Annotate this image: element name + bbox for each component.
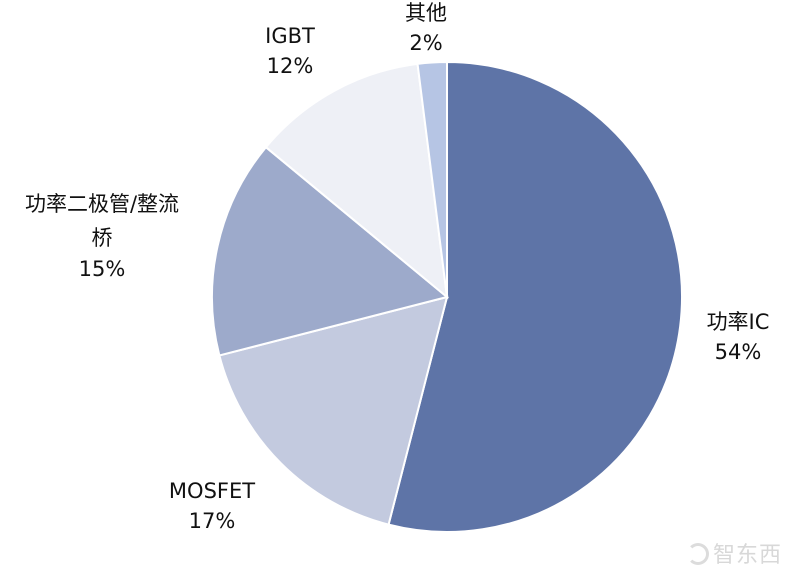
- pie-labels: 功率IC 54% MOSFET 17% 功率二极管/整流 桥 15% IGBT …: [25, 1, 769, 533]
- slice-value-other: 2%: [409, 31, 442, 55]
- pie-slice-mosfet: [218, 295, 449, 526]
- pie-slice-diode-rectifier: [211, 145, 450, 357]
- wifi-logo-icon: [686, 543, 709, 565]
- slice-value-power-ic: 54%: [715, 340, 762, 364]
- slice-label-mosfet: MOSFET: [169, 479, 255, 503]
- pie-slice-power-ic: [387, 60, 683, 533]
- slice-value-igbt: 12%: [267, 54, 314, 78]
- slice-label-power-ic: 功率IC: [707, 310, 770, 334]
- pie-slices: [211, 60, 683, 533]
- slice-label-diode-line2: 桥: [92, 226, 113, 250]
- pie-slice-igbt: [264, 62, 449, 300]
- slice-value-mosfet: 17%: [189, 509, 236, 533]
- slice-label-other: 其他: [405, 1, 447, 25]
- slice-value-diode: 15%: [79, 257, 126, 281]
- slice-label-diode-line1: 功率二极管/整流: [25, 192, 179, 216]
- pie-slice-other: [416, 60, 448, 298]
- watermark-text: 智东西: [712, 543, 782, 568]
- watermark: 智东西: [686, 537, 782, 569]
- slice-label-igbt: IGBT: [265, 24, 315, 48]
